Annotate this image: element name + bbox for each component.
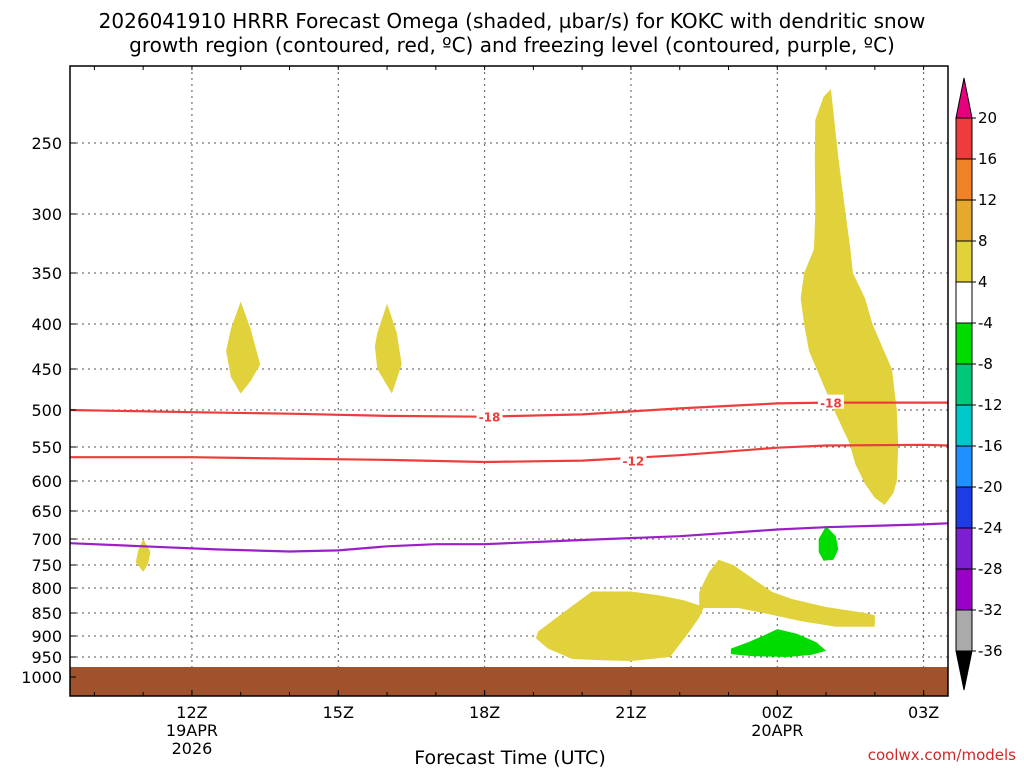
colorbar-label-2: 12 [978, 191, 997, 209]
x-tick-date-12Z: 19APR [166, 721, 218, 740]
y-tick-label-950: 950 [31, 648, 62, 667]
colorbar-bin-1 [955, 158, 973, 201]
colorbar-bin-5 [955, 322, 973, 365]
colorbar-bin-9 [955, 486, 973, 529]
chart-title-line-2: growth region (contoured, red, ºC) and f… [129, 33, 895, 57]
y-tick-label-700: 700 [31, 530, 62, 549]
x-tick-year-12Z: 2026 [172, 739, 213, 758]
omega-descent-cell-low [730, 629, 827, 657]
y-tick-label-1000: 1000 [21, 668, 62, 687]
x-tick-label-00Z: 00Z [762, 703, 793, 722]
colorbar-label-12: -32 [978, 601, 1003, 619]
freezing-level [70, 522, 948, 553]
colorbar-bin-7 [955, 404, 973, 447]
colorbar-bin-10 [955, 527, 973, 570]
colorbar-label-13: -36 [978, 642, 1003, 660]
omega-descent-cell-mid [818, 526, 839, 561]
omega-ascent-mid-plume [699, 559, 875, 627]
contour-label-bg-1 [620, 452, 647, 467]
colorbar-label-5: -4 [978, 314, 993, 332]
colorbar-under-arrow [955, 650, 973, 691]
colorbar-bin-3 [955, 240, 973, 283]
y-tick-label-900: 900 [31, 627, 62, 646]
colorbar-bin-8 [955, 445, 973, 488]
contour-label-2: -18 [820, 397, 842, 411]
x-tick-label-12Z: 12Z [176, 703, 207, 722]
plot-frame [69, 65, 949, 697]
dgz-minus-18 [70, 401, 948, 418]
colorbar-bin-4 [955, 281, 973, 324]
omega-ascent-cell-16z [374, 303, 402, 394]
omega-ascent-cell-13z [226, 301, 261, 394]
y-tick-label-550: 550 [31, 438, 62, 457]
ground-below-surface [70, 667, 948, 696]
colorbar-label-11: -28 [978, 560, 1003, 578]
credit-text: coolwx.com/models [868, 746, 1016, 764]
contour-label-bg-2 [817, 394, 844, 409]
colorbar-bin-0 [955, 117, 973, 160]
colorbar-bin-12 [955, 609, 973, 652]
colorbar-label-10: -24 [978, 519, 1003, 537]
y-tick-label-500: 500 [31, 401, 62, 420]
y-tick-label-750: 750 [31, 556, 62, 575]
colorbar-label-0: 20 [978, 109, 997, 127]
colorbar-label-1: 16 [978, 150, 997, 168]
x-tick-label-15Z: 15Z [323, 703, 354, 722]
y-tick-label-350: 350 [31, 264, 62, 283]
colorbar-label-6: -8 [978, 355, 993, 373]
y-axis-ticks: 250 300 350 400 450 500 550 600 650 700 750 800 850 9… [21, 134, 76, 687]
y-tick-label-600: 600 [31, 472, 62, 491]
x-tick-date-00Z: 20APR [751, 721, 803, 740]
y-tick-label-250: 250 [31, 134, 62, 153]
dgz-minus-12 [70, 443, 948, 464]
omega-colorbar: 20 16 12 8 4 -4 -8 -12 -16 -20 -24 -28 -32 -36 [955, 77, 1003, 691]
y-tick-label-400: 400 [31, 315, 62, 334]
omega-ascent-low-plume [535, 591, 705, 661]
y-tick-label-300: 300 [31, 205, 62, 224]
colorbar-label-3: 8 [978, 232, 988, 250]
temperature-contours [70, 401, 948, 553]
x-tick-label-03Z: 03Z [908, 703, 939, 722]
y-tick-label-850: 850 [31, 604, 62, 623]
colorbar-label-8: -16 [978, 437, 1003, 455]
colorbar-label-9: -20 [978, 478, 1003, 496]
colorbar-label-7: -12 [978, 396, 1003, 414]
chart-title-line-1: 2026041910 HRRR Forecast Omega (shaded, … [99, 9, 926, 33]
colorbar-over-arrow [955, 77, 973, 119]
omega-ascent-upper-plume [800, 89, 899, 505]
y-tick-label-650: 650 [31, 502, 62, 521]
y-tick-label-800: 800 [31, 579, 62, 598]
colorbar-bin-11 [955, 568, 973, 611]
contour-label-0: -18 [479, 411, 501, 425]
colorbar-bin-6 [955, 363, 973, 406]
omega-shading [135, 89, 899, 661]
contour-label-bg-0 [476, 408, 503, 423]
x-axis-title: Forecast Time (UTC) [414, 747, 605, 768]
omega-ascent-cell-11z [135, 539, 151, 572]
colorbar-bin-2 [955, 199, 973, 242]
contour-label-1: -12 [623, 455, 645, 469]
colorbar-label-4: 4 [978, 273, 988, 291]
y-tick-label-450: 450 [31, 360, 62, 379]
contour-labels: -18 -12 -18 [476, 394, 844, 469]
x-tick-label-21Z: 21Z [615, 703, 646, 722]
x-tick-label-18Z: 18Z [469, 703, 500, 722]
